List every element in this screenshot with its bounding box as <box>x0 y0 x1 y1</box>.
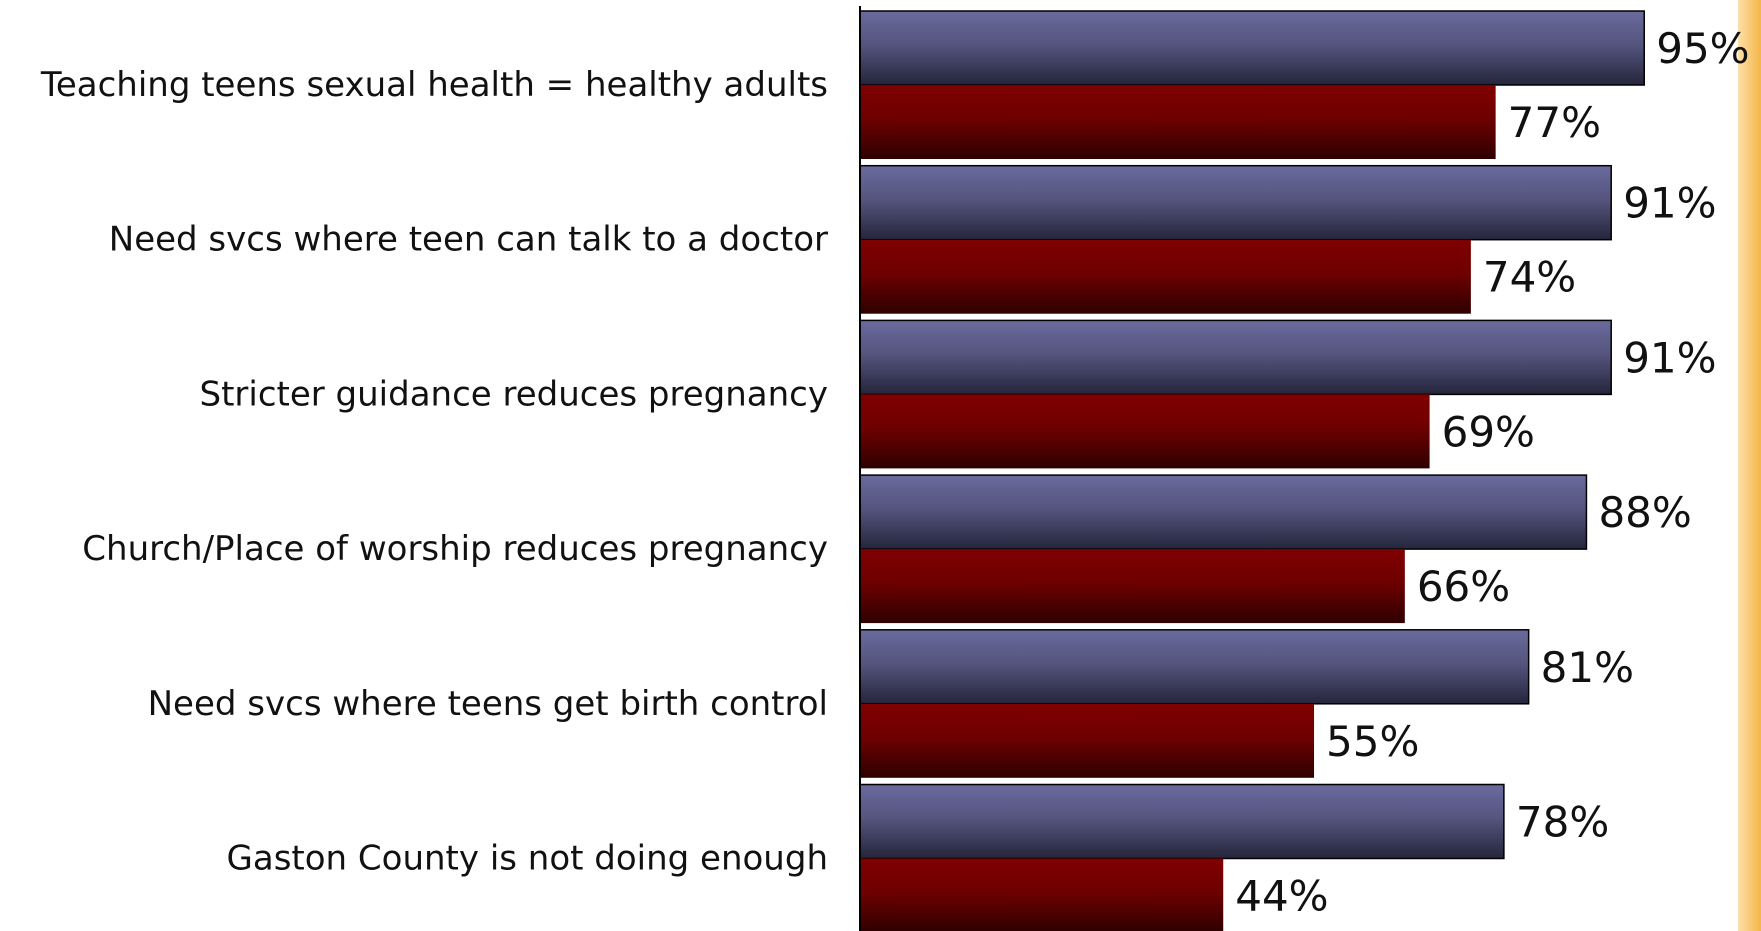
value-label: 91% <box>1623 179 1716 228</box>
bar-series-1 <box>860 475 1587 550</box>
bar-series-1 <box>860 165 1612 240</box>
value-label: 55% <box>1326 717 1419 766</box>
value-label: 74% <box>1483 253 1576 302</box>
value-label: 91% <box>1623 333 1716 382</box>
bar-series-2 <box>860 549 1405 624</box>
bar-series-2 <box>860 239 1471 314</box>
bars-layer <box>859 10 1645 931</box>
value-label: 78% <box>1516 798 1609 847</box>
value-label: 77% <box>1508 98 1601 147</box>
bar-series-2 <box>860 858 1224 931</box>
value-label: 66% <box>1417 562 1510 611</box>
bar-series-2 <box>860 394 1430 469</box>
value-label: 95% <box>1656 24 1749 73</box>
category-label: Need svcs where teen can talk to a docto… <box>109 220 828 260</box>
bar-series-1 <box>860 784 1504 859</box>
right-edge-decoration <box>1738 0 1761 931</box>
value-label: 88% <box>1598 488 1691 537</box>
bar-series-1 <box>860 320 1612 395</box>
value-label: 81% <box>1541 643 1634 692</box>
bar-series-2 <box>860 703 1315 778</box>
value-label: 44% <box>1235 872 1328 921</box>
category-label: Church/Place of worship reduces pregnanc… <box>82 529 828 569</box>
bar-series-1 <box>860 629 1529 704</box>
category-labels: Teaching teens sexual health = healthy a… <box>40 65 828 879</box>
category-label: Gaston County is not doing enough <box>227 839 828 879</box>
category-label: Need svcs where teens get birth control <box>148 684 828 724</box>
category-label: Teaching teens sexual health = healthy a… <box>40 65 828 105</box>
value-labels: 95% 77% 91% 74% 91% 69% 88% 66% 81% 55% 78% 44% <box>1235 24 1749 921</box>
bar-series-2 <box>860 85 1496 159</box>
value-label: 69% <box>1442 407 1535 456</box>
bar-series-1 <box>860 11 1645 85</box>
category-label: Stricter guidance reduces pregnancy <box>199 374 828 414</box>
